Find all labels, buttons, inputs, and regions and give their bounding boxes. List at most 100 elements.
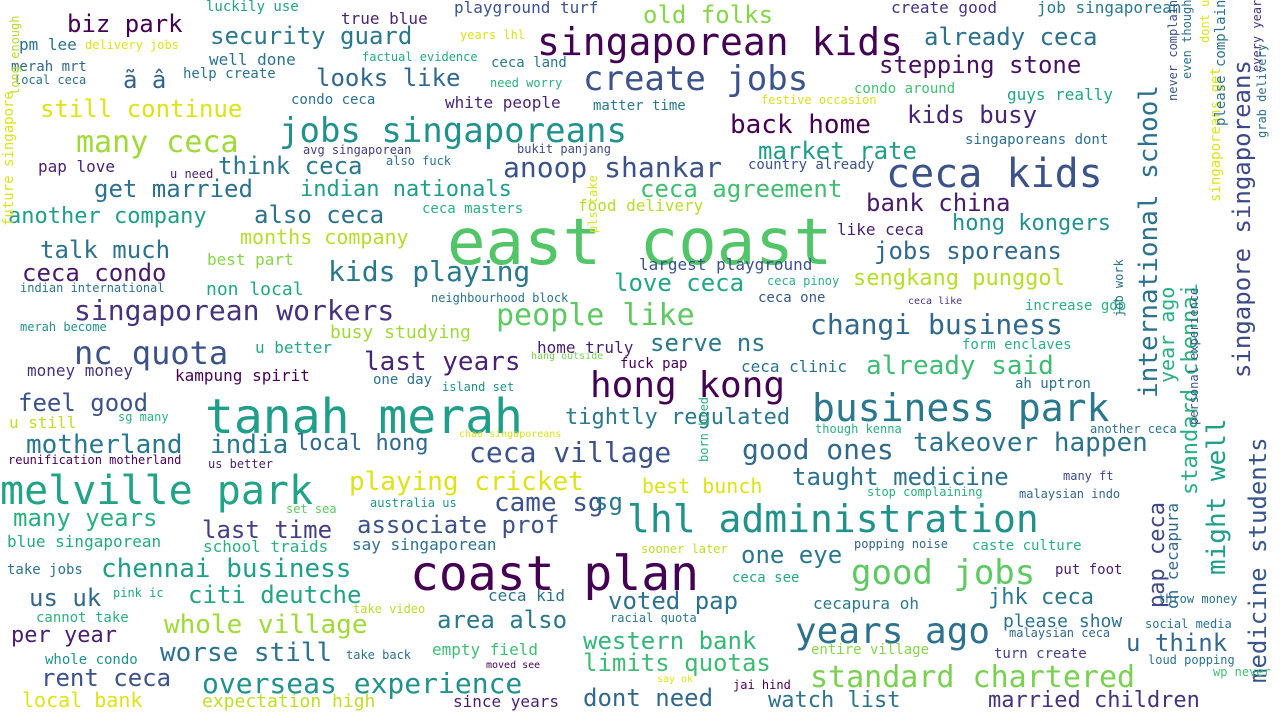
cloud-word: best bunch: [642, 474, 763, 498]
cloud-word: months company: [240, 225, 409, 249]
cloud-word: serve ns: [650, 329, 766, 357]
cloud-word: future singapore: [1, 91, 17, 226]
cloud-word: takeover happen: [913, 428, 1148, 458]
cloud-word: ceca like: [908, 296, 963, 307]
cloud-word: malaysian indo: [1019, 487, 1121, 501]
cloud-word: another company: [8, 204, 207, 229]
cloud-word: watch list: [768, 688, 901, 713]
cloud-word: please show: [1003, 611, 1123, 632]
cloud-word: bank china: [866, 189, 1011, 217]
cloud-word: u need: [170, 167, 214, 181]
cloud-word: anoop shankar: [503, 151, 723, 184]
cloud-word: cannot take: [36, 610, 129, 626]
cloud-word: racial quota: [610, 611, 697, 625]
cloud-word: associate prof: [357, 511, 560, 539]
cloud-word: ceca see: [732, 570, 800, 586]
cloud-word: like ceca: [837, 220, 924, 239]
cloud-word: ceca clinic: [741, 357, 847, 376]
cloud-word: avg singaporean: [303, 143, 412, 157]
cloud-word: kids busy: [907, 101, 1038, 129]
cloud-word: tanah merah: [205, 389, 523, 445]
cloud-word: money money: [27, 361, 133, 380]
cloud-word: playing cricket: [349, 467, 584, 497]
cloud-word: ceca masters: [422, 201, 524, 217]
cloud-word: increase gdp: [1025, 298, 1127, 314]
cloud-word: hong kong: [590, 365, 786, 406]
cloud-word: sg: [594, 488, 623, 516]
cloud-word: luckily use: [206, 0, 299, 15]
cloud-word: pink ic: [113, 586, 164, 600]
cloud-word: turn create: [994, 646, 1087, 662]
cloud-word: factual evidence: [362, 50, 478, 64]
cloud-word: wp never: [1213, 665, 1271, 679]
cloud-word: indian international: [20, 281, 165, 295]
cloud-word: delivery jobs: [85, 38, 179, 52]
cloud-word: food delivery: [578, 196, 704, 215]
cloud-word: chennai business: [101, 554, 352, 584]
cloud-word: ceca pinoy: [767, 274, 840, 288]
cloud-word: never complain: [1166, 0, 1180, 102]
cloud-word: throw money: [1158, 592, 1238, 606]
cloud-word: us better: [208, 457, 274, 471]
cloud-word: pm lee: [19, 35, 77, 54]
cloud-word: take video: [353, 602, 426, 616]
cloud-word: bukit panjang: [517, 142, 611, 156]
cloud-word: busy studying: [330, 322, 471, 343]
cloud-word: merah mrt: [11, 59, 87, 75]
cloud-word: jobs singaporeans: [279, 111, 627, 151]
cloud-word: also fuck: [386, 154, 452, 168]
cloud-word: create jobs: [583, 59, 809, 99]
cloud-word: many ft: [1063, 469, 1114, 483]
cloud-word: long enough: [8, 15, 22, 95]
cloud-word: best part: [207, 250, 294, 269]
cloud-word: get married: [94, 175, 253, 203]
cloud-word: matter time: [593, 98, 686, 114]
cloud-word: motherland: [26, 430, 183, 460]
cloud-word: grab delivery: [1255, 44, 1269, 138]
cloud-word: overseas experience: [202, 667, 523, 700]
cloud-word: malaysian ceca: [1009, 626, 1111, 640]
cloud-word: born bred: [697, 396, 711, 462]
cloud-word: nc quota: [74, 334, 229, 372]
cloud-word: ceca condo: [22, 259, 167, 287]
cloud-word: limits quotas: [583, 649, 771, 677]
cloud-word: talk much: [40, 236, 171, 264]
cloud-word: largest playground: [639, 255, 813, 274]
cloud-word: island set: [442, 380, 515, 394]
cloud-word: popping noise: [854, 537, 948, 551]
cloud-word: voted pap: [608, 587, 739, 615]
cloud-word: singaporean kids: [537, 20, 904, 64]
cloud-word: came sg: [494, 488, 604, 518]
cloud-word: medicine students: [1244, 437, 1272, 683]
cloud-word: kampung spirit: [175, 366, 310, 385]
cloud-word: need worry: [490, 76, 563, 90]
cloud-word: well done: [209, 50, 296, 69]
cloud-word: standard chartered: [810, 660, 1136, 695]
cloud-word: whole village: [164, 610, 368, 640]
cloud-word: ah uptron: [1015, 376, 1091, 392]
cloud-word: fuck pap: [620, 356, 688, 372]
cloud-word: good jobs: [851, 553, 1036, 593]
cloud-word: ceca village: [469, 436, 672, 469]
cloud-word: worse still: [160, 638, 333, 668]
cloud-word: one day: [373, 372, 433, 388]
cloud-word: u still: [9, 413, 77, 432]
cloud-word: hong kongers: [952, 211, 1111, 236]
cloud-word: ã â: [123, 66, 167, 94]
cloud-word: jai hind: [733, 678, 791, 692]
cloud-word: area also: [437, 606, 568, 634]
cloud-word: love ceca: [614, 269, 745, 297]
cloud-word: condo around: [854, 81, 956, 97]
cloud-word: put foot: [1055, 562, 1123, 578]
cloud-word: last years: [364, 347, 521, 377]
cloud-word: even though: [1180, 0, 1194, 80]
cloud-word: year ago: [1155, 286, 1179, 383]
cloud-word: expectation high: [202, 691, 376, 712]
cloud-word: citi deutche: [188, 581, 362, 609]
cloud-word: school traids: [203, 537, 329, 556]
cloud-word: sg many: [118, 410, 169, 424]
cloud-word: years ago: [795, 611, 991, 652]
cloud-word: create good: [891, 0, 997, 17]
cloud-word: biz park: [67, 10, 183, 38]
cloud-word: country already: [748, 157, 875, 173]
